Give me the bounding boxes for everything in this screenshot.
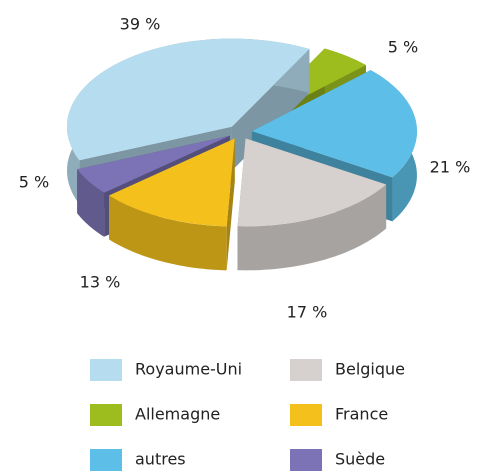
legend-swatch <box>90 404 122 426</box>
slice-top <box>109 138 235 227</box>
legend-swatch <box>90 359 122 381</box>
legend-label: France <box>335 405 388 424</box>
slice-wall <box>237 184 387 271</box>
legend-label: autres <box>135 450 186 469</box>
slice-wall <box>109 195 227 271</box>
value-label: 5 % <box>388 38 418 57</box>
slice <box>237 138 387 271</box>
legend-swatch <box>90 449 122 471</box>
slice <box>109 138 235 271</box>
slice-top <box>237 138 387 227</box>
legend-swatch <box>290 359 322 381</box>
legend-swatch <box>290 449 322 471</box>
legend-label: Belgique <box>335 360 405 379</box>
legend-swatch <box>290 404 322 426</box>
value-label: 21 % <box>430 158 471 177</box>
value-label: 17 % <box>287 303 328 322</box>
value-label: 13 % <box>80 273 121 292</box>
value-label: 39 % <box>120 15 161 34</box>
legend-label: Royaume-Uni <box>135 360 242 379</box>
slice-wall <box>77 169 105 237</box>
legend-label: Allemagne <box>135 405 220 424</box>
slice-top <box>66 38 310 161</box>
slice-top <box>251 70 417 178</box>
slice-top <box>77 135 230 193</box>
legend-label: Suède <box>335 450 385 469</box>
value-label: 5 % <box>19 173 49 192</box>
